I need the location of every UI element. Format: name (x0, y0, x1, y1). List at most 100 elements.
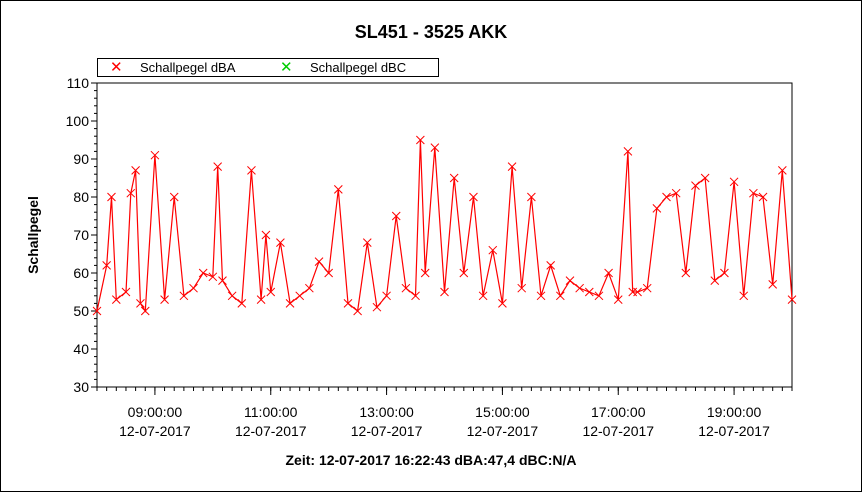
data-point-marker (131, 166, 140, 175)
data-point-marker (324, 268, 334, 278)
data-point-marker (642, 283, 652, 293)
data-point-marker (416, 135, 425, 145)
y-tick-label: 70 (73, 227, 89, 243)
data-point-marker (604, 268, 613, 278)
data-point-marker (160, 295, 169, 304)
data-point-marker (261, 230, 271, 240)
data-point-marker (777, 166, 787, 175)
data-point-marker (662, 192, 671, 202)
data-point-marker (266, 287, 276, 297)
data-point-marker (372, 302, 382, 312)
y-tick-label: 60 (73, 265, 89, 281)
data-point-marker (507, 162, 517, 171)
data-point-marker (527, 192, 536, 202)
y-axis-label: Schallpegel (25, 196, 41, 274)
data-point-marker (787, 295, 797, 304)
data-point-marker (227, 291, 237, 301)
plot-frame (96, 82, 793, 388)
data-point-marker (710, 276, 720, 285)
data-point-marker (391, 211, 401, 221)
data-point-marker (720, 268, 729, 278)
data-point-marker (575, 283, 584, 293)
data-point-marker (517, 283, 527, 293)
data-point-marker (111, 295, 121, 304)
data-point-marker (343, 299, 353, 308)
x-tick-label: 15:00:00 (475, 404, 530, 420)
data-point-marker (218, 276, 227, 285)
series-line-0 (96, 139, 793, 313)
x-tick-label: 19:00:00 (707, 404, 762, 420)
data-point-marker (613, 295, 623, 304)
data-point-marker (691, 181, 700, 190)
data-point-marker (420, 268, 430, 278)
x-tick-label: 13:00:00 (359, 404, 414, 420)
data-point-marker (459, 268, 469, 278)
data-point-marker (594, 291, 604, 301)
data-point-marker (681, 268, 691, 278)
x-tick-label: 09:00:00 (128, 404, 183, 420)
x-tick-date-label: 12-07-2017 (467, 423, 539, 439)
legend-label-dbc: Schallpegel dBC (310, 60, 407, 75)
data-point-marker (179, 291, 189, 301)
data-point-marker (102, 261, 112, 270)
data-point-marker (671, 188, 681, 198)
data-point-marker (729, 177, 739, 187)
data-point-marker (469, 192, 478, 202)
data-point-marker (247, 166, 256, 175)
data-point-marker (126, 188, 136, 198)
legend-entry-dba: ✕ Schallpegel dBA (110, 59, 270, 76)
data-point-marker (213, 162, 223, 171)
y-tick-label: 100 (66, 113, 90, 129)
data-point-marker (107, 192, 116, 202)
data-point-marker (758, 192, 768, 202)
y-tick-label: 90 (73, 151, 89, 167)
data-point-marker (276, 238, 285, 247)
data-point-marker (739, 291, 749, 301)
data-point-marker (749, 188, 758, 198)
x-tick-label: 11:00:00 (244, 404, 298, 420)
data-point-marker (401, 283, 411, 293)
x-tick-date-label: 12-07-2017 (235, 423, 307, 439)
data-point-marker (295, 291, 305, 301)
legend-entry-dbc: ✕ Schallpegel dBC (280, 59, 435, 76)
x-tick-date-label: 12-07-2017 (119, 423, 191, 439)
y-tick-label: 50 (73, 303, 89, 319)
status-readout: Zeit: 12-07-2017 16:22:43 dBA:47,4 dBC:N… (285, 452, 577, 468)
data-point-marker (92, 306, 102, 316)
data-point-marker (150, 150, 160, 160)
data-point-marker (623, 147, 633, 156)
data-point-marker (333, 185, 343, 194)
cross-marker-icon: ✕ (280, 59, 293, 76)
data-point-marker (198, 268, 208, 278)
data-point-marker (208, 272, 218, 282)
legend-label-dba: Schallpegel dBA (140, 60, 236, 75)
data-point-marker (314, 257, 324, 266)
data-point-marker (768, 280, 778, 289)
data-point-marker (169, 192, 179, 202)
cross-marker-icon: ✕ (110, 59, 123, 76)
data-point-marker (285, 299, 295, 308)
x-tick-date-label: 12-07-2017 (582, 423, 654, 439)
y-tick-label: 40 (73, 341, 89, 357)
y-tick-label: 80 (73, 189, 89, 205)
x-tick-date-label: 12-07-2017 (351, 423, 423, 439)
data-point-marker (140, 306, 150, 316)
data-point-marker (382, 291, 391, 301)
legend: ✕ Schallpegel dBA ✕ Schallpegel dBC (97, 58, 439, 77)
data-point-marker (449, 173, 459, 183)
data-point-marker (411, 291, 420, 301)
chart-title: SL451 - 3525 AKK (354, 22, 508, 42)
data-point-marker (121, 287, 131, 297)
data-point-marker (256, 295, 266, 304)
y-tick-label: 30 (73, 379, 89, 395)
data-point-marker (546, 261, 556, 270)
data-point-marker (584, 287, 594, 297)
data-point-marker (305, 283, 314, 293)
data-point-marker (498, 299, 507, 308)
y-tick-label: 110 (67, 75, 90, 91)
data-point-marker (536, 291, 546, 301)
data-point-marker (189, 283, 198, 293)
data-point-marker (555, 291, 565, 301)
